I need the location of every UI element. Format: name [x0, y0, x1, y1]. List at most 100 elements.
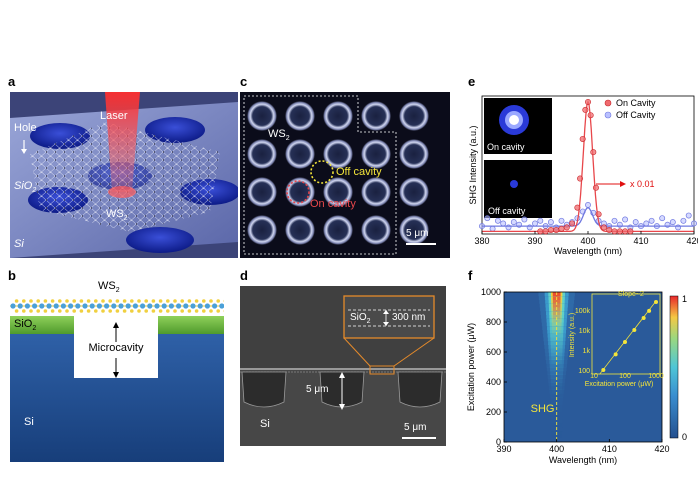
on-cavity-point — [587, 112, 594, 119]
heatmap-cell — [549, 389, 564, 394]
x-tick-label: 380 — [474, 236, 489, 246]
ws2-layer-label: WS2 — [98, 280, 120, 295]
inset-off-label: Off cavity — [488, 206, 526, 216]
cavity-ring — [399, 139, 429, 169]
off-cavity-fit — [482, 206, 694, 227]
s-atom — [43, 299, 48, 303]
heatmap-cell — [551, 329, 562, 334]
s-atom — [22, 309, 26, 313]
legend-off-label: Off Cavity — [616, 110, 656, 120]
heatmap-cell — [546, 363, 567, 368]
w-atom — [39, 303, 45, 309]
s-atom — [137, 309, 141, 313]
cavity-ring — [323, 215, 353, 245]
sio2-layer-label: SiO2 — [14, 318, 37, 333]
s-atom — [180, 309, 184, 313]
inset-off-frame — [484, 160, 552, 218]
off-cavity-point — [494, 217, 501, 224]
x-tick-label: 420 — [686, 236, 698, 246]
colorbar-min-label: 0 — [682, 432, 687, 442]
s-atom — [180, 299, 184, 303]
w-atom — [46, 303, 52, 309]
off-cavity-point — [585, 202, 591, 208]
s-atom — [187, 309, 192, 313]
heatmap-cell — [550, 408, 563, 413]
on-cavity-point — [577, 175, 584, 182]
panel-label-f: f — [468, 268, 473, 283]
heatmap-cell — [551, 314, 562, 319]
on-cavity-point — [595, 211, 602, 218]
heatmap-cell — [550, 404, 563, 409]
ws2-lattice — [10, 299, 228, 313]
w-atom — [154, 303, 160, 309]
s-atom — [36, 299, 40, 303]
on-cavity-point — [574, 204, 581, 211]
w-atom — [24, 303, 30, 309]
s-atom — [202, 299, 206, 303]
s-atom — [14, 299, 19, 303]
scale-arrow-head — [620, 181, 626, 187]
heatmap-cell — [551, 359, 562, 364]
on-cavity-point — [553, 227, 560, 234]
w-atom — [212, 303, 218, 309]
w-atom — [82, 303, 88, 309]
x-tick-label: 390 — [527, 236, 542, 246]
off-cavity-point — [484, 215, 491, 222]
s-atom — [115, 309, 120, 313]
inset-fit-line — [599, 300, 657, 375]
y-tick-label: 600 — [486, 347, 501, 357]
heatmap-cell — [549, 359, 564, 364]
s-atom — [79, 309, 84, 313]
heatmap-cell — [551, 303, 563, 308]
x-tick-label: 410 — [633, 236, 648, 246]
w-atom — [10, 303, 16, 309]
s-atom — [122, 299, 127, 303]
on-cavity-marker — [286, 180, 310, 204]
s-atom — [94, 309, 98, 313]
panel-label-e: e — [468, 74, 476, 89]
cavity-ring — [247, 101, 277, 131]
s-atom — [72, 299, 76, 303]
off-cavity-point — [547, 219, 554, 226]
w-atom — [161, 303, 167, 309]
w-atom — [125, 303, 131, 309]
off-cavity-point — [643, 220, 650, 227]
w-atom — [183, 303, 189, 309]
heatmap-cell — [550, 348, 563, 353]
cavity-ring — [323, 139, 353, 169]
heatmap-cell — [549, 318, 564, 323]
on-cavity-point — [537, 228, 544, 235]
panel-d-sem-image: SiO2 300 nm 5 μm Si 5 μm — [240, 286, 446, 446]
s-atom — [144, 299, 148, 303]
thickness-value: 300 nm — [392, 312, 426, 323]
laser-label: Laser — [100, 110, 128, 122]
s-atom — [151, 299, 156, 303]
heatmap-frame — [503, 291, 663, 443]
on-cavity-point — [622, 228, 629, 235]
s-atom — [36, 309, 40, 313]
inset-point — [601, 368, 606, 372]
x-tick-label: 410 — [602, 444, 617, 454]
cavity-ring — [323, 101, 353, 131]
off-cavity-point — [659, 215, 666, 222]
s-atom — [194, 299, 199, 303]
cavity-ring — [399, 101, 429, 131]
panel-label-d: d — [240, 268, 248, 283]
s-atom — [108, 309, 112, 313]
x-axis-label: Wavelength (nm) — [554, 246, 622, 256]
panel-f-chart: SHG 390 400 410 420 Wavelength (nm) 0 200 400 600… — [466, 282, 698, 474]
s-atom — [101, 309, 105, 313]
s-atom — [101, 299, 105, 303]
hole-label: Hole — [14, 122, 37, 134]
s-atom — [58, 309, 62, 313]
s-atom — [209, 309, 213, 313]
heatmap-cell — [551, 318, 562, 323]
s-atom — [14, 309, 19, 313]
s-atom — [130, 299, 134, 303]
s-atom — [86, 299, 91, 303]
inset-y-tick-label: 10k — [579, 328, 591, 335]
s-atom — [72, 309, 76, 313]
off-cavity-label: Off cavity — [336, 166, 382, 178]
heatmap-cell — [550, 419, 563, 424]
slope-annotation: Slope~2 — [618, 291, 644, 298]
